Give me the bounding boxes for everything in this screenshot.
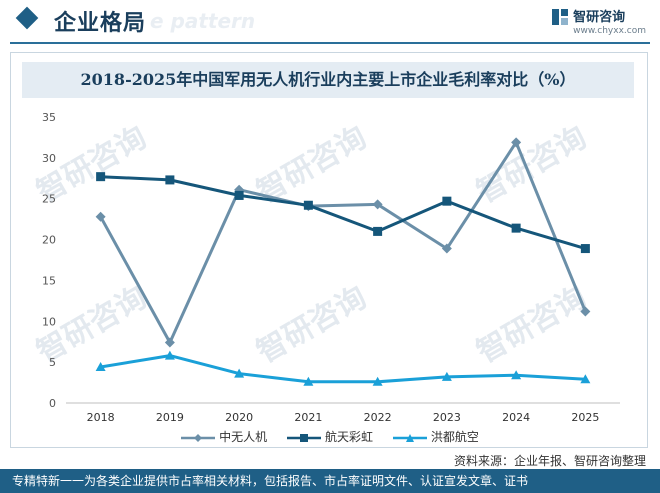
x-tick-label: 2024: [502, 411, 530, 424]
legend-swatch-icon: [286, 433, 321, 442]
brand-name: 智研咨询: [573, 10, 626, 25]
data-point: [95, 362, 106, 372]
data-point: [164, 337, 175, 348]
data-point: [442, 196, 452, 206]
data-point: [511, 223, 521, 233]
data-point: [95, 211, 106, 222]
y-tick-label: 15: [42, 274, 56, 287]
data-point: [511, 137, 522, 148]
legend-item: 洪都航空: [392, 428, 479, 445]
data-point: [303, 376, 314, 386]
chart-title-band: [22, 62, 634, 98]
data-point: [165, 175, 175, 185]
data-point: [164, 350, 175, 360]
x-tick-label: 2019: [156, 411, 184, 424]
legend-item: 中无人机: [181, 428, 267, 445]
footer-banner: 专精特新一一为各类企业提供市占率相关材料，包括报告、市占率证明文件、认证宣发文章…: [0, 469, 660, 493]
data-point: [372, 199, 383, 210]
data-point: [580, 306, 591, 317]
brand-logo-icon: [552, 9, 569, 25]
data-point: [372, 376, 383, 386]
legend: 中无人机 航天彩虹 洪都航空: [0, 428, 660, 446]
x-tick-label: 2022: [364, 411, 392, 424]
y-tick-label: 5: [49, 356, 56, 369]
x-tick-label: 2025: [571, 411, 599, 424]
x-tick-label: 2020: [225, 411, 253, 424]
legend-label: 航天彩虹: [324, 430, 373, 444]
chart-title: 2018-2025年中国军用无人机行业内主要上市企业毛利率对比（%）: [80, 70, 576, 89]
series-line: [99, 140, 587, 344]
series-line: [100, 175, 586, 251]
legend-item: 航天彩虹: [286, 428, 373, 445]
legend-label: 中无人机: [219, 430, 268, 444]
legend-label: 洪都航空: [430, 430, 479, 444]
y-tick-label: 30: [42, 152, 56, 165]
legend-swatch-icon: [392, 433, 427, 442]
x-tick-label: 2021: [294, 411, 322, 424]
data-point: [303, 200, 313, 210]
source-note: 资料来源：企业年报、智研咨询整理: [453, 454, 646, 468]
data-point: [511, 370, 522, 380]
data-point: [96, 172, 106, 182]
data-point: [580, 244, 590, 254]
data-point: [373, 226, 383, 236]
data-point: [234, 190, 244, 200]
header: e pattern 企业格局 智研咨询 www.chyxx.com: [0, 0, 660, 44]
y-tick-label: 35: [42, 111, 56, 124]
y-tick-label: 0: [49, 397, 56, 410]
y-tick-label: 20: [42, 234, 56, 247]
brand-url: www.chyxx.com: [573, 26, 646, 36]
legend-swatch-icon: [181, 433, 216, 442]
y-tick-label: 10: [42, 315, 56, 328]
data-point: [441, 371, 452, 381]
header-divider: [10, 42, 650, 44]
data-point: [580, 374, 591, 384]
series-line: [100, 354, 586, 384]
y-tick-label: 25: [42, 193, 56, 206]
section-title: 企业格局: [54, 11, 147, 36]
x-tick-label: 2023: [433, 411, 461, 424]
x-tick-label: 2018: [87, 411, 115, 424]
data-point: [441, 243, 452, 254]
header-ghost-text: e pattern: [150, 9, 256, 33]
brand: 智研咨询 www.chyxx.com: [552, 6, 646, 36]
data-point: [234, 368, 245, 378]
